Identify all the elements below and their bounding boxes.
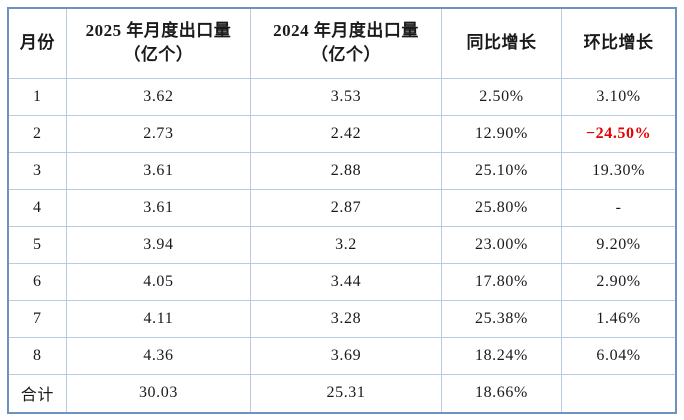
header-cell-2024-volume: 2024 年月度出口量 （亿个）	[250, 7, 442, 79]
cell-total-yoy-growth: 18.66%	[440, 373, 563, 414]
table-row: 6 4.05 3.44 17.80% 2.90%	[7, 262, 677, 301]
cell-2024-volume: 2.88	[250, 151, 442, 190]
cell-2025-volume: 4.05	[65, 262, 252, 301]
cell-month: 3	[7, 151, 67, 190]
table-row: 3 3.61 2.88 25.10% 19.30%	[7, 151, 677, 190]
cell-yoy-growth: 25.10%	[440, 151, 563, 190]
cell-yoy-growth: 25.38%	[440, 299, 563, 338]
cell-total-mom-growth	[561, 373, 677, 414]
cell-2024-volume: 2.87	[250, 188, 442, 227]
header-row: 月份 2025 年月度出口量 （亿个） 2024 年月度出口量 （亿个） 同比增…	[7, 7, 677, 79]
header-cell-yoy-growth: 同比增长	[440, 7, 563, 79]
cell-month: 1	[7, 77, 67, 116]
table-row: 8 4.36 3.69 18.24% 6.04%	[7, 336, 677, 375]
cell-month: 8	[7, 336, 67, 375]
cell-month: 5	[7, 225, 67, 264]
cell-2024-volume: 3.28	[250, 299, 442, 338]
table-row: 1 3.62 3.53 2.50% 3.10%	[7, 77, 677, 116]
cell-mom-growth: 9.20%	[561, 225, 677, 264]
cell-2025-volume: 3.94	[65, 225, 252, 264]
cell-month: 7	[7, 299, 67, 338]
cell-yoy-growth: 12.90%	[440, 114, 563, 153]
cell-mom-growth: 2.90%	[561, 262, 677, 301]
cell-2025-volume: 4.36	[65, 336, 252, 375]
cell-total-2025-volume: 30.03	[65, 373, 252, 414]
cell-month: 4	[7, 188, 67, 227]
cell-mom-growth: 3.10%	[561, 77, 677, 116]
cell-2025-volume: 4.11	[65, 299, 252, 338]
header-cell-month: 月份	[7, 7, 67, 79]
cell-2025-volume: 2.73	[65, 114, 252, 153]
cell-mom-growth: −24.50%	[561, 114, 677, 153]
cell-2025-volume: 3.61	[65, 151, 252, 190]
table-row: 7 4.11 3.28 25.38% 1.46%	[7, 299, 677, 338]
cell-yoy-growth: 2.50%	[440, 77, 563, 116]
cell-yoy-growth: 18.24%	[440, 336, 563, 375]
cell-2024-volume: 3.69	[250, 336, 442, 375]
monthly-export-table: 月份 2025 年月度出口量 （亿个） 2024 年月度出口量 （亿个） 同比增…	[7, 7, 677, 414]
cell-2024-volume: 2.42	[250, 114, 442, 153]
cell-2025-volume: 3.61	[65, 188, 252, 227]
table-header: 月份 2025 年月度出口量 （亿个） 2024 年月度出口量 （亿个） 同比增…	[7, 7, 677, 79]
cell-total-label: 合计	[7, 373, 67, 414]
cell-2024-volume: 3.44	[250, 262, 442, 301]
cell-yoy-growth: 17.80%	[440, 262, 563, 301]
table-row: 5 3.94 3.2 23.00% 9.20%	[7, 225, 677, 264]
table-row: 2 2.73 2.42 12.90% −24.50%	[7, 114, 677, 153]
cell-mom-growth: 19.30%	[561, 151, 677, 190]
cell-total-2024-volume: 25.31	[250, 373, 442, 414]
table-body: 1 3.62 3.53 2.50% 3.10% 2 2.73 2.42 12.9…	[7, 77, 677, 414]
cell-2024-volume: 3.53	[250, 77, 442, 116]
cell-yoy-growth: 23.00%	[440, 225, 563, 264]
header-cell-2025-volume: 2025 年月度出口量 （亿个）	[65, 7, 252, 79]
cell-month: 6	[7, 262, 67, 301]
cell-mom-growth: -	[561, 188, 677, 227]
table-row: 4 3.61 2.87 25.80% -	[7, 188, 677, 227]
cell-mom-growth: 1.46%	[561, 299, 677, 338]
header-cell-mom-growth: 环比增长	[561, 7, 677, 79]
cell-mom-growth: 6.04%	[561, 336, 677, 375]
cell-2025-volume: 3.62	[65, 77, 252, 116]
cell-month: 2	[7, 114, 67, 153]
total-row: 合计 30.03 25.31 18.66%	[7, 373, 677, 414]
cell-2024-volume: 3.2	[250, 225, 442, 264]
cell-yoy-growth: 25.80%	[440, 188, 563, 227]
